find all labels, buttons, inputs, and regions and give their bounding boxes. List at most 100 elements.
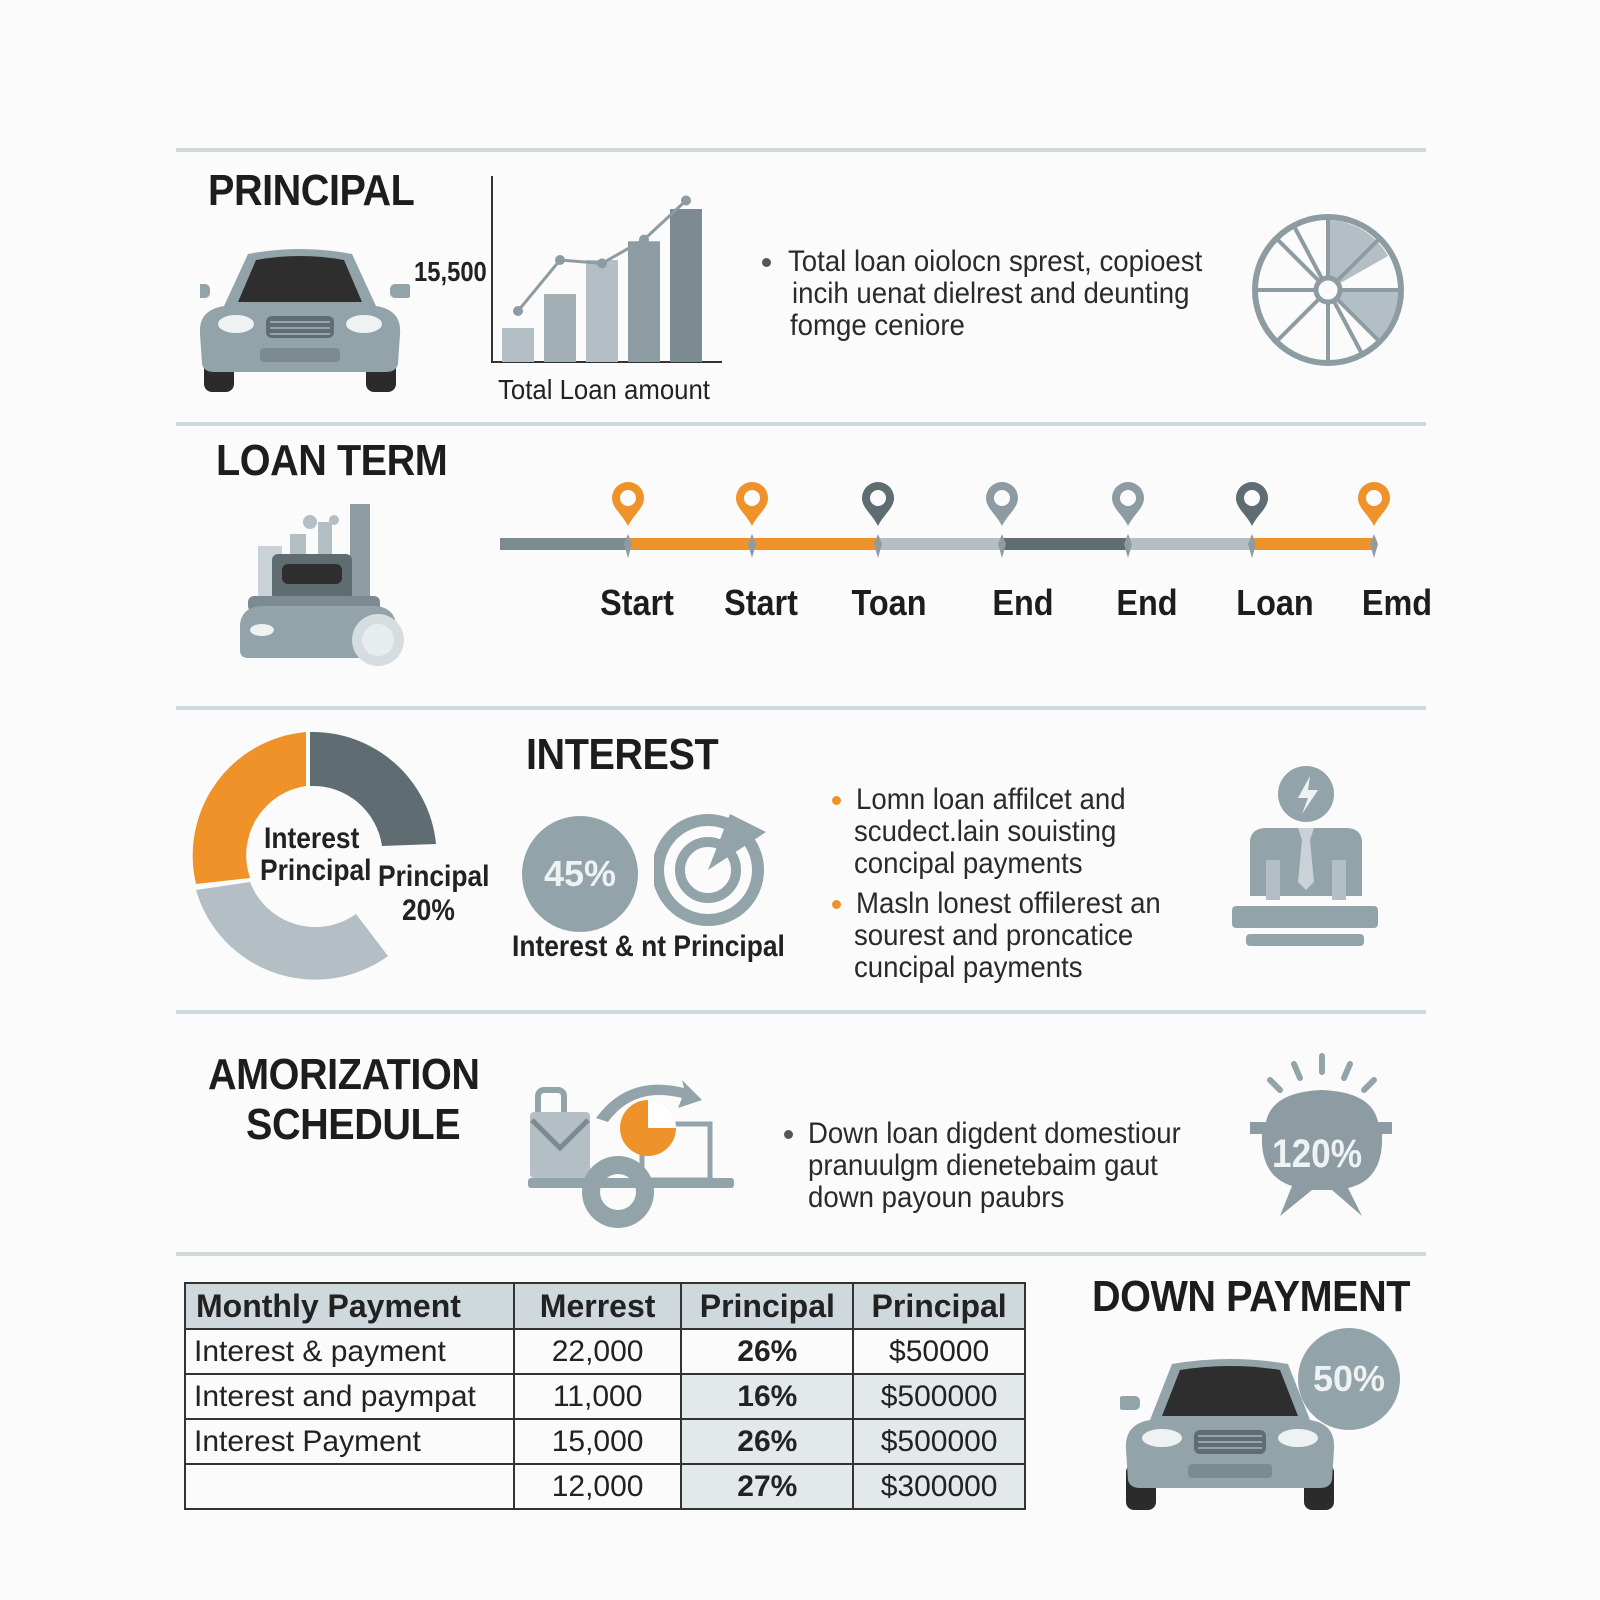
table-cell: 22,000 (512, 1328, 683, 1375)
timeline-label: Emd (1361, 582, 1433, 623)
bullet-dot (832, 900, 841, 909)
section-divider (176, 1252, 1426, 1256)
timeline-segment (500, 538, 628, 550)
timeline-label: Loan (1236, 582, 1314, 623)
down-payment-value: 50% (1312, 1358, 1386, 1399)
timeline-tick (998, 534, 1006, 558)
interest-title: INTEREST (526, 730, 719, 779)
advisor-icon (1232, 766, 1378, 946)
donut-segment-orange (192, 732, 306, 884)
chart-point (513, 306, 523, 316)
location-pin-hole (620, 490, 636, 506)
chart-bar (628, 241, 660, 362)
principal-bullet-line: incih uenat dielrest and deunting (792, 277, 1190, 310)
table-cell: $500000 (852, 1373, 1026, 1420)
location-pin-hole (1244, 490, 1260, 506)
timeline-segment (1128, 538, 1252, 550)
timeline-label: Toan (851, 582, 927, 623)
interest-percent-value: 45% (543, 853, 617, 894)
section-divider (176, 706, 1426, 710)
donut-center-label: Interest (264, 822, 360, 855)
timeline-label: Start (600, 582, 674, 623)
timeline-segment (752, 538, 878, 550)
location-pin-hole (994, 490, 1010, 506)
timeline-tick (748, 534, 756, 558)
car-factory-icon (240, 504, 404, 666)
table-header: Principal (852, 1282, 1026, 1330)
timeline-tick (1248, 534, 1256, 558)
principal-bar-chart (491, 176, 722, 363)
bullet-dot (762, 258, 771, 267)
chart-point (597, 258, 607, 269)
interest-bullet-line: scudect.lain souisting (854, 815, 1117, 848)
donut-segment-dark (310, 732, 436, 846)
location-pin-hole (870, 490, 886, 506)
section-divider (176, 1010, 1426, 1014)
timeline-tick (874, 534, 882, 558)
principal-bullet-line: fomge ceniore (790, 309, 965, 342)
timeline-segment (628, 538, 752, 550)
chart-point (681, 195, 691, 206)
timeline-label: End (1116, 582, 1178, 623)
timeline-tick (1124, 534, 1132, 558)
chart-bar (502, 328, 534, 362)
table-header: Merrest (512, 1282, 683, 1330)
table-header-row: Monthly Payment Merrest Principal Princi… (184, 1282, 1026, 1330)
interest-percent-circle: 45% (522, 816, 638, 932)
loan-term-title: LOAN TERM (216, 436, 448, 485)
chart-bar (586, 260, 618, 362)
interest-bullet-line: Masln lonest offilerest an (856, 887, 1161, 920)
location-pin-hole (1366, 490, 1382, 506)
chart-bar (544, 294, 576, 362)
amortization-title: AMORIZATION (208, 1050, 480, 1099)
table-cell: 11,000 (512, 1373, 683, 1420)
timeline-tick (624, 534, 632, 558)
timeline-segment (878, 538, 1002, 550)
table-cell: Interest and paympat (184, 1373, 515, 1420)
amortization-bullet-line: Down loan digdent domestiour (808, 1117, 1181, 1150)
table-header: Principal (680, 1282, 855, 1330)
down-payment-badge: 50% (1298, 1328, 1400, 1430)
table-cell: $50000 (852, 1328, 1026, 1375)
timeline-tick (1370, 534, 1378, 558)
donut-side-label: Principal (378, 860, 490, 893)
chart-point (555, 255, 565, 265)
interest-bullet-line: Lomn loan affilcet and (856, 783, 1126, 816)
section-divider (176, 422, 1426, 426)
table-cell: 15,000 (512, 1418, 683, 1465)
location-pin-hole (1120, 490, 1136, 506)
percent-badge-icon (1250, 1053, 1392, 1216)
amortization-badge-value: 120% (1272, 1132, 1363, 1176)
principal-bullet-line: Total loan oiolocn sprest, copioest (788, 245, 1203, 278)
chart-point (639, 234, 649, 245)
monthly-payment-table: Monthly Payment Merrest Principal Princi… (184, 1282, 1026, 1510)
location-pin-hole (744, 490, 760, 506)
table-cell: 26% (680, 1328, 855, 1375)
down-payment-title: DOWN PAYMENT (1092, 1272, 1411, 1321)
interest-circle-caption: Interest & nt Principal (512, 930, 785, 963)
donut-segment-light (196, 882, 388, 980)
principal-amount: 15,500 (414, 256, 487, 287)
amortization-title: SCHEDULE (246, 1100, 461, 1149)
interest-bullet-line: sourest and proncatice (854, 919, 1134, 952)
table-row: Interest Payment 15,000 26% $500000 (184, 1418, 1026, 1465)
wheel-icon (1252, 214, 1404, 366)
payment-cycle-icon (528, 1080, 734, 1228)
loan-term-timeline (500, 482, 1390, 558)
table-cell: 16% (680, 1373, 855, 1420)
donut-side-value: 20% (402, 894, 455, 927)
table-cell: Interest Payment (184, 1418, 515, 1465)
table-cell: $300000 (852, 1463, 1026, 1510)
interest-bullet-line: cuncipal payments (854, 951, 1083, 984)
table-cell (184, 1463, 515, 1510)
principal-title: PRINCIPAL (208, 166, 415, 215)
table-cell: 26% (680, 1418, 855, 1465)
timeline-label: Start (724, 582, 798, 623)
section-divider (176, 148, 1426, 152)
timeline-segment (1252, 538, 1374, 550)
table-cell: Interest & payment (184, 1328, 515, 1375)
bullet-dot (832, 796, 841, 805)
amortization-bullet-line: down payoun paubrs (808, 1181, 1065, 1214)
car-icon (1120, 1359, 1340, 1510)
chart-caption: Total Loan amount (498, 374, 710, 405)
